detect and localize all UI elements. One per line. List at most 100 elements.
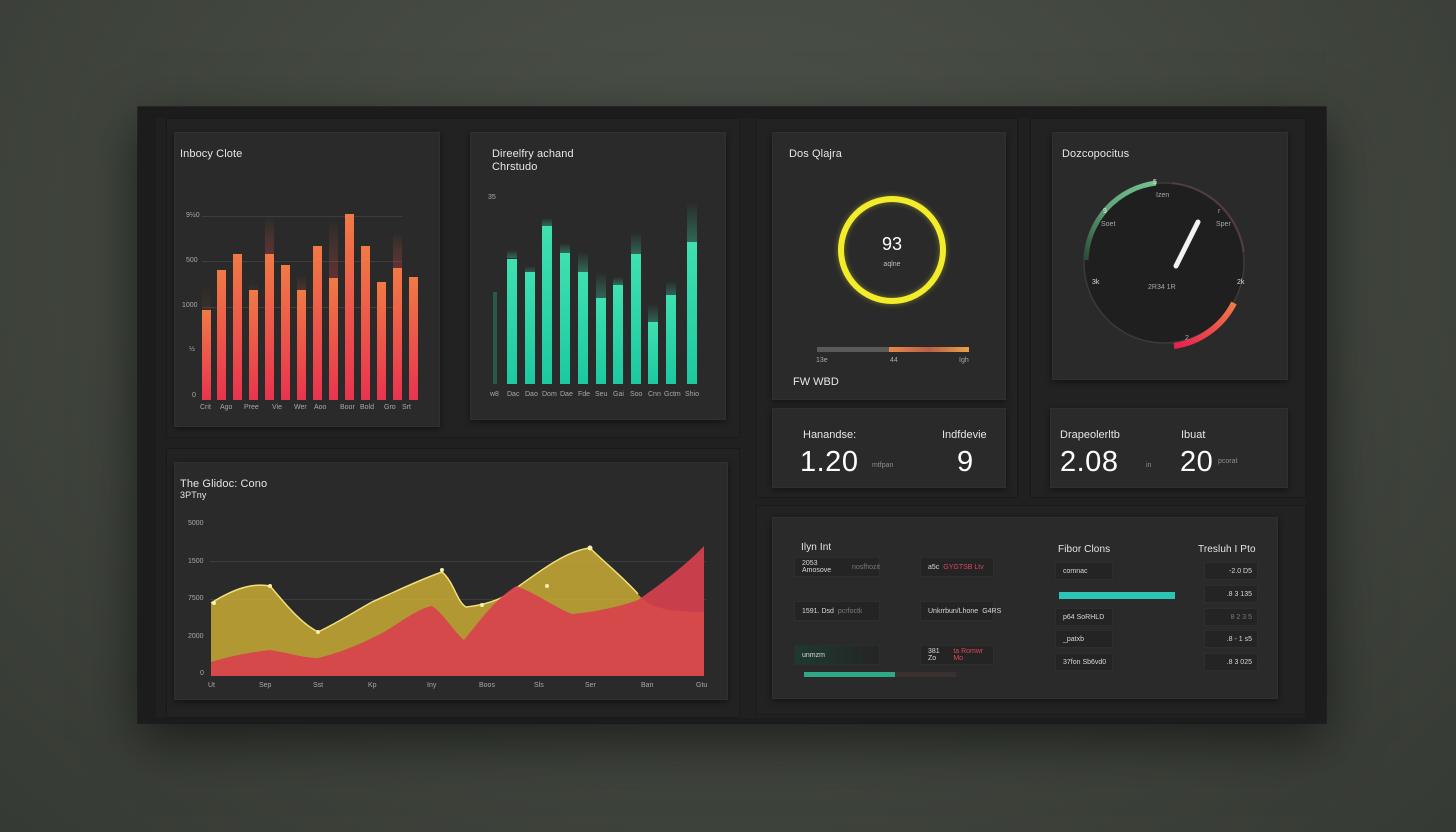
gauge-label: Izen [1156,192,1170,199]
panel-title: Inbocy Clote [180,148,243,160]
list-item[interactable]: 2053 Amosove nosfhozit [794,557,880,577]
panel-ring-gauge: Dos Qlajra 93 aqlne 13e 44 Igh FW WBD [772,132,1006,400]
x-tick: Dae [560,391,573,398]
scale-label: 44 [890,357,898,364]
kpi-label: Ibuat [1181,429,1206,441]
kpi-unit: pcorat [1218,458,1238,465]
panel-title-line2: Chrstudo [492,161,538,173]
ring-footer: FW WBD [793,376,839,388]
y-tick: 5000 [188,520,204,527]
list-item-text: 2053 Amosove [802,560,832,574]
panel-teal-bar-chart: Direelfry achand Chrstudo 35 [470,132,726,420]
progress-bar-teal [1059,592,1175,599]
x-tick: Dac [507,391,520,398]
gauge-label: 9 [1103,208,1107,215]
x-tick: Pree [244,404,259,411]
x-tick: Seu [595,391,608,398]
list-item-label[interactable]: comnac [1055,562,1113,580]
x-tick: Gctm [664,391,681,398]
y-tick: ½ [189,346,195,353]
x-tick: Kp [368,682,377,689]
list-title-right: Tresluh I Pto [1198,544,1256,555]
list-item-text: 381 Zo [928,648,940,662]
y-tick: 500 [186,257,198,264]
area-series [210,545,704,676]
x-tick: Gro [384,404,396,411]
list-item-label[interactable]: p64 SoRHLD [1055,608,1113,626]
list-item-value: .8 3 025 [1204,653,1258,671]
red-bar-series [202,214,418,400]
list-item-text: Unkrrbun/Lhone [928,607,979,615]
x-tick: Wer [294,404,307,411]
list-item[interactable]: 381 Zo ta Romwr Mo [920,645,994,665]
y-tick: 0 [192,392,196,399]
list-item-label[interactable]: _patxb [1055,630,1113,648]
gauge-label: 2 [1185,335,1189,342]
ring-value: 93 [881,234,903,254]
x-tick: Iny [427,682,437,689]
list-item-value: -2.0 D5 [1204,562,1258,580]
scale-label: Igh [959,357,969,364]
x-tick: Dao [525,391,538,398]
x-tick: Aoo [314,404,327,411]
x-tick: Cnn [648,391,661,398]
x-tick: Dom [542,391,557,398]
x-tick: Gai [613,391,624,398]
progress-bar [804,672,956,677]
list-item[interactable]: a5c GYGTSB Ltv [920,557,994,577]
kpi-value: 2.08 [1060,446,1119,478]
kpi-label: Hanandse: [803,429,857,441]
x-tick: Sep [259,682,272,689]
y-tick: 7500 [188,595,204,602]
list-item[interactable]: unmzm [794,645,880,665]
kpi-value: 9 [957,446,974,478]
scale-bar-grey [817,347,889,352]
list-item-value: 8 2 3 5 [1204,608,1258,626]
panel-title-line2: 3PTny [180,490,207,500]
kpi-unit: mtfpan [872,462,894,469]
x-tick: Gtu [696,682,708,689]
list-title-left: Fibor Clons [1058,544,1111,555]
y-tick: 2000 [188,633,204,640]
panel-lists: Ilyn Int 2053 Amosove nosfhozit a5c GYGT… [772,517,1278,699]
x-tick: Fde [578,391,591,398]
kpi-label: Indfdevie [942,429,987,441]
panel-area-chart: The Glidoc: Cono 3PTny 5000 1500 7500 20… [174,462,728,700]
gauge-label: r [1218,208,1221,215]
kpi-card-right: Drapeolerltb 2.08 in Ibuat 20 pcorat [1050,408,1288,488]
list-item-status: ta Romwr Mo [953,648,984,662]
gauge-label: 2k [1237,279,1245,286]
x-tick: Ser [585,682,596,689]
list-item-status: G4RS [982,607,1002,615]
teal-bar-series [493,202,697,384]
list-item-text: a5c [928,563,940,571]
ring-sublabel: aqlne [883,261,901,268]
x-tick: Srt [402,404,411,411]
scale-label: 13e [816,357,828,364]
x-tick: Crit [200,404,211,411]
list-title: Ilyn Int [801,542,832,553]
x-tick: Boos [479,682,495,689]
kpi-label: Drapeolerltb [1060,429,1120,441]
list-item[interactable]: Unkrrbun/Lhone G4RS [920,601,1001,621]
list-item-value: .8 - 1 s5 [1204,630,1258,648]
gauge-label: Sper [1216,221,1231,228]
list-item-subtext: nosfhozit [851,563,880,571]
list-item-status: GYGTSB Ltv [943,563,984,571]
gridline [202,216,402,217]
x-tick: Vie [272,404,282,411]
kpi-card-left: Hanandse: 1.20 mtfpan Indfdevie 9 [772,408,1006,488]
y-tick: 1000 [182,302,198,309]
x-tick: w8 [490,391,499,398]
list-item[interactable]: 1591. Dsd pcrfoctk [794,601,880,621]
panel-dial-gauge: Dozcopocitus 5 Izen 9 Soet r Sper 3k 2k … [1052,132,1288,380]
y-tick: 0 [200,670,204,677]
x-tick: Boor [340,404,355,411]
x-tick: Ut [208,682,215,689]
x-tick: Ban [641,682,654,689]
y-tick: 35 [488,194,496,201]
panel-red-bar-chart: Inbocy Clote 9½0 500 1000 ½ 0 [174,132,440,427]
panel-title: Dos Qlajra [789,148,842,160]
gridline [202,261,402,262]
list-item-label[interactable]: 37fon Sb6vd0 [1055,653,1113,671]
